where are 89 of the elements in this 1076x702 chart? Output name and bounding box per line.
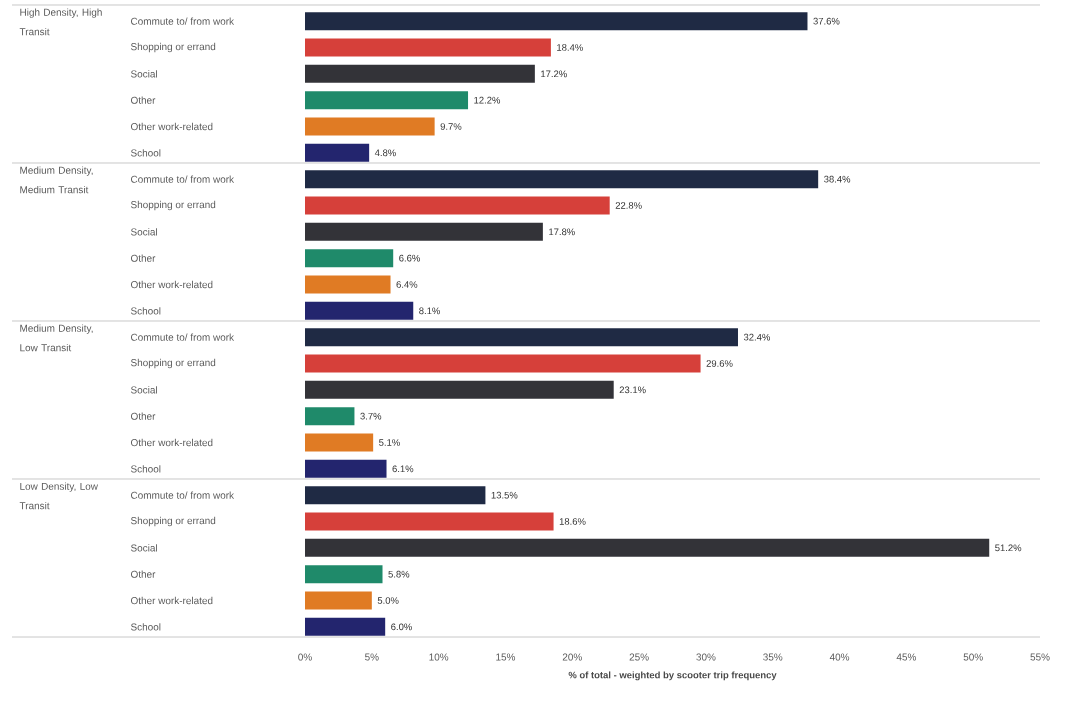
x-tick-label: 30% [696,653,716,661]
y-tick-label: Commute to/ from work [131,333,235,341]
y-tick-label: Shopping or errand [130,516,216,527]
x-tick-label: 25% [629,653,649,661]
y-tick-label: Other work-related [130,122,213,131]
bar [305,380,614,399]
y-tick-label: School [130,149,161,157]
y-tick-label: School [130,623,161,631]
bar [305,328,738,347]
bar [305,222,543,241]
data-label: 6.4% [396,281,418,288]
y-tick-label: Commute to/ from work [131,17,235,25]
bar [305,249,394,268]
x-tick-label: 5% [365,653,379,661]
bar [305,170,819,189]
x-tick-label: 50% [963,653,983,661]
data-label: 6.1% [392,465,414,473]
bar [305,486,486,505]
y-tick-label: Social [130,386,157,394]
data-label: 5.1% [379,439,400,446]
data-label: 18.4% [557,44,583,51]
bar [305,617,386,636]
x-axis-title: % of total - weighted by scooter trip frequency [568,671,777,681]
data-label: 13.5% [491,491,518,499]
bar [305,143,370,162]
x-tick-label: 10% [429,653,449,661]
bar [305,301,414,320]
y-tick-label: School [130,465,161,473]
y-tick-label: Other [130,412,156,420]
bar [305,196,610,215]
bar [305,38,551,57]
y-tick-label: Other work-related [130,596,213,605]
x-tick-label: 35% [763,653,783,661]
bar [305,64,535,83]
data-label: 22.8% [615,202,642,209]
bar [305,538,990,557]
x-tick-label: 0% [298,653,312,661]
y-tick-label: Shopping or errand [130,358,216,369]
data-label: 29.6% [706,360,733,367]
data-label: 8.1% [419,307,440,315]
y-tick-label: Other [130,570,156,578]
bar [305,91,469,110]
y-axis-title: Medium Density, Medium Transit [20,166,93,194]
y-tick-label: Commute to/ from work [131,175,235,183]
data-label: 5.0% [377,597,399,604]
data-label: 32.4% [743,333,770,341]
y-axis-title: Low Density, Low Transit [19,482,98,510]
y-tick-label: Other [130,96,156,104]
bar [305,459,387,478]
y-tick-label: Shopping or errand [130,42,216,53]
data-label: 38.4% [824,175,851,183]
y-tick-label: School [130,307,161,315]
data-label: 23.1% [619,386,646,394]
data-label: 3.7% [360,412,382,420]
bar [305,407,355,426]
x-tick-label: 55% [1030,653,1050,661]
y-axis-title: High Density, High Transit [19,8,102,36]
data-label: 4.8% [374,149,396,157]
bar [305,591,372,610]
y-tick-label: Other work-related [130,280,213,289]
bar [305,12,808,31]
y-tick-label: Other work-related [130,438,213,447]
data-label: 12.2% [474,96,501,104]
data-label: 37.6% [813,17,840,25]
bar [305,117,435,136]
data-label: 17.8% [549,228,575,236]
x-tick-label: 20% [562,653,582,661]
data-label: 17.2% [541,70,567,78]
x-tick-label: 15% [496,653,516,661]
y-tick-label: Other [130,254,156,262]
y-tick-label: Social [130,544,157,552]
bar [305,565,383,584]
bar [305,275,391,294]
x-tick-label: 45% [896,653,916,661]
y-tick-label: Commute to/ from work [131,491,235,499]
x-tick-label: 40% [829,653,850,661]
y-tick-label: Shopping or errand [130,200,216,211]
bar [305,512,554,531]
bar [305,433,374,452]
data-label: 6.0% [391,623,412,631]
y-tick-label: Social [130,70,157,78]
data-label: 6.6% [399,254,420,262]
bar [305,354,701,373]
data-label: 51.2% [995,544,1022,552]
y-axis-title: Medium Density, Low Transit [20,324,93,352]
data-label: 9.7% [440,123,462,130]
data-label: 5.8% [388,570,410,578]
data-label: 18.6% [559,518,586,525]
y-tick-label: Social [130,228,157,236]
